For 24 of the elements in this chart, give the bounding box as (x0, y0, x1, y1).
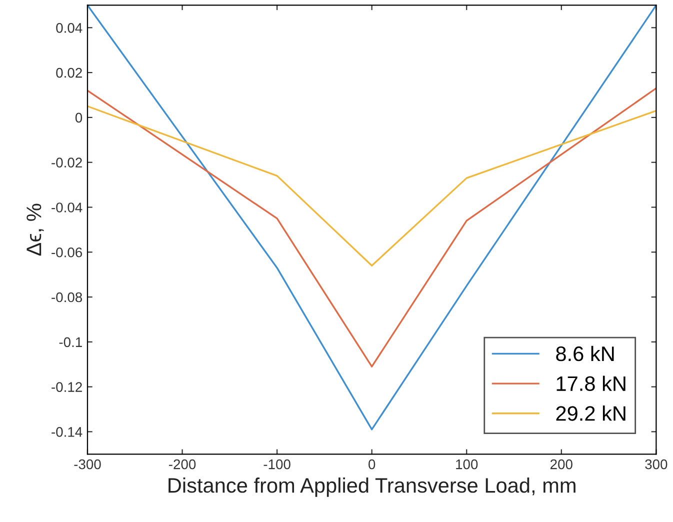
y-tick-label: 0 (75, 112, 82, 123)
y-tick-label: -0.04 (52, 202, 82, 212)
y-axis-title: Δϵ, % (26, 204, 44, 256)
line-series (87, 87, 656, 368)
legend-label: 29.2 kN (556, 406, 626, 421)
x-tick-label: -200 (168, 459, 196, 470)
y-tick-label: 0.04 (56, 23, 82, 33)
x-tick-label: -100 (264, 459, 290, 470)
y-tick-label: -0.14 (52, 427, 82, 437)
line-series (87, 105, 656, 266)
x-tick-label: 200 (550, 459, 572, 470)
y-tick-label: -0.06 (52, 247, 82, 258)
x-tick-label: 300 (645, 459, 668, 470)
y-tick-label: -0.08 (52, 292, 82, 302)
y-tick-label: -0.02 (52, 158, 82, 168)
x-tick-label: 0 (368, 459, 376, 470)
x-tick-label: 100 (456, 459, 478, 470)
y-tick-label: 0.02 (56, 68, 82, 78)
x-axis-title: Distance from Applied Transverse Load, mm (168, 478, 576, 497)
legend-label: 8.6 kN (556, 346, 614, 362)
y-tick-label: -0.12 (52, 382, 82, 392)
legend-label: 17.8 kN (556, 376, 626, 392)
x-tick-label: -300 (74, 459, 101, 470)
y-tick-label: -0.1 (59, 337, 82, 348)
